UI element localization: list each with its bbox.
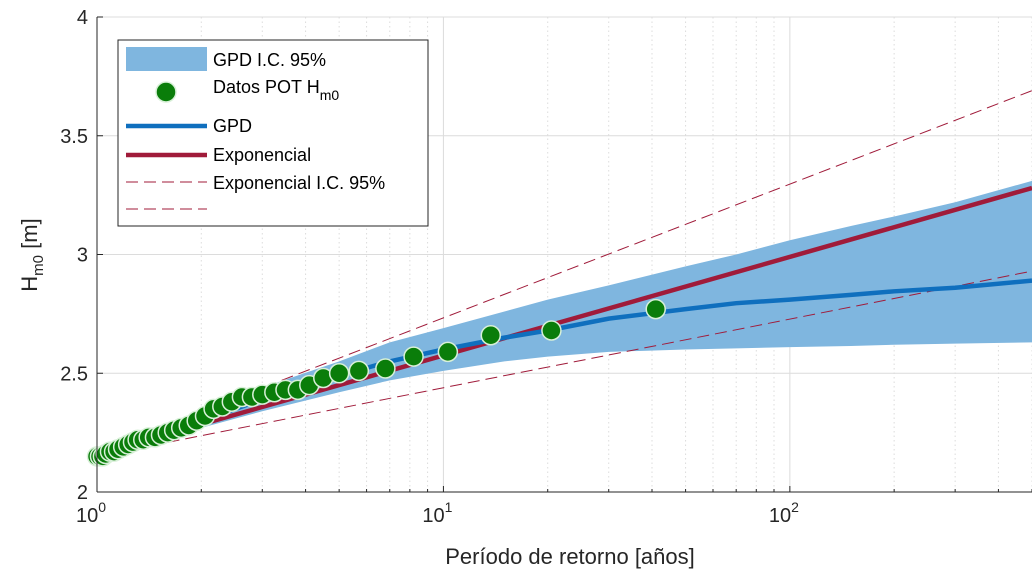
y-tick-label: 3 <box>77 245 88 267</box>
x-tick-label: 100 <box>76 499 106 527</box>
data-point <box>375 358 396 379</box>
data-point <box>645 298 666 320</box>
data-point <box>403 346 424 367</box>
y-axis-label-unit: [m] <box>17 218 42 255</box>
legend-band-label: GPD I.C. 95% <box>213 50 326 70</box>
y-axis-label: Hm0 [m] <box>17 218 47 291</box>
legend-points-label-sub: m0 <box>320 87 340 103</box>
legend-exp-label: Exponencial <box>213 145 311 165</box>
legend-band-swatch <box>126 47 207 71</box>
legend-points-marker <box>155 81 177 103</box>
legend-points-label-main: Datos POT H <box>213 77 320 97</box>
legend-points-label: Datos POT Hm0 <box>213 77 339 103</box>
axes: 2 2.5 3 3.5 4 100 101 102 <box>60 7 1032 527</box>
y-tick-label: 4 <box>77 7 88 29</box>
legend-gpd-label: GPD <box>213 116 252 136</box>
data-point <box>348 360 370 382</box>
data-point <box>328 363 350 384</box>
data-point <box>541 320 562 341</box>
x-tick-label: 102 <box>769 499 799 527</box>
y-tick-label: 3.5 <box>60 126 88 148</box>
x-ticks: 100 101 102 <box>76 486 1032 527</box>
x-axis-label: Período de retorno [años] <box>445 544 695 569</box>
y-tick-label: 2 <box>77 482 88 504</box>
legend: GPD I.C. 95% Datos POT Hm0 GPD Exponenci… <box>117 39 429 227</box>
exp-ci-line <box>96 270 1032 457</box>
data-points <box>86 298 666 467</box>
data-point <box>480 325 502 346</box>
x-tick-label: 101 <box>422 499 452 527</box>
y-tick-label: 2.5 <box>60 363 88 385</box>
y-ticks: 2 2.5 3 3.5 4 <box>60 7 103 504</box>
exponential-line <box>96 185 1032 457</box>
data-point <box>437 341 459 363</box>
y-axis-label-main: H <box>17 276 42 292</box>
plot-area <box>86 16 1032 493</box>
legend-exp-ci-label: Exponencial I.C. 95% <box>213 173 385 193</box>
y-axis-label-sub: m0 <box>30 255 47 276</box>
